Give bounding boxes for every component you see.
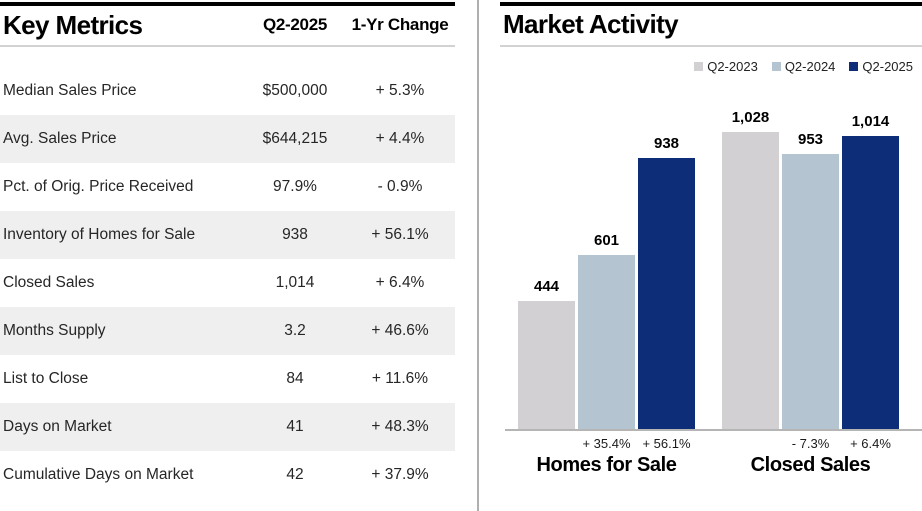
bar-value-label: 938 [653, 135, 680, 152]
bar-value-label: 1,028 [731, 109, 770, 126]
key-metrics-header: Key Metrics Q2-2025 1-Yr Change [0, 6, 455, 44]
metric-row: Pct. of Orig. Price Received 97.9% - 0.9% [0, 163, 455, 211]
metric-row: Cumulative Days on Market 42 + 37.9% [0, 451, 455, 499]
bar-q2-2025 [638, 158, 695, 429]
metric-change: + 11.6% [371, 370, 429, 387]
metric-value: 41 [286, 418, 304, 435]
metric-label: Days on Market [3, 418, 112, 435]
legend-swatch [694, 62, 704, 71]
bar-value-label: 953 [797, 131, 824, 148]
metric-row: Closed Sales 1,014 + 6.4% [0, 259, 455, 307]
metric-change: + 6.4% [375, 274, 425, 291]
legend-label: Q2-2023 [707, 59, 758, 74]
metric-value: 938 [282, 226, 308, 243]
bar-q2-2023 [722, 132, 779, 429]
legend-item: Q2-2023 [694, 59, 758, 74]
metric-change: + 46.6% [371, 322, 429, 339]
metric-change: + 48.3% [371, 418, 429, 435]
key-metrics-top-border [0, 2, 455, 6]
metric-change: + 37.9% [371, 466, 429, 483]
panel-divider [477, 0, 479, 511]
legend-swatch [849, 62, 859, 71]
bar-q2-2024 [782, 154, 839, 429]
legend-item: Q2-2025 [849, 59, 913, 74]
metric-label: List to Close [3, 370, 89, 387]
metric-value: 42 [286, 466, 304, 483]
bar-value-label: 601 [593, 232, 620, 249]
metric-label: Cumulative Days on Market [3, 466, 194, 483]
metric-value: 97.9% [273, 178, 317, 195]
metric-value: 84 [286, 370, 304, 387]
market-activity-header-rule [500, 45, 922, 47]
legend-item: Q2-2024 [771, 59, 836, 74]
bar-pct-change-label: + 6.4% [850, 436, 891, 451]
legend-label: Q2-2024 [784, 59, 836, 74]
metric-row: Inventory of Homes for Sale 938 + 56.1% [0, 211, 455, 259]
metric-label: Months Supply [3, 322, 106, 339]
metric-row: Months Supply 3.2 + 46.6% [0, 307, 455, 355]
key-metrics-title-wrap: Key Metrics [0, 10, 240, 41]
category-label: Homes for Sale [536, 454, 677, 476]
metric-change: + 5.3% [375, 82, 425, 99]
metric-label: Inventory of Homes for Sale [3, 226, 196, 243]
metric-value: $644,215 [262, 130, 328, 147]
x-axis-line [505, 429, 922, 431]
metric-value: $500,000 [262, 82, 328, 99]
market-activity-bar-chart: 444 601 + 35.4% 938 + 56.1% Homes for Sale 1,0… [500, 0, 922, 511]
metric-label: Avg. Sales Price [3, 130, 117, 147]
metric-row: Avg. Sales Price $644,215 + 4.4% [0, 115, 455, 163]
column-header-1yr-change: 1-Yr Change [351, 15, 449, 34]
key-metrics-table: Median Sales Price $500,000 + 5.3% Avg. Sal… [0, 67, 455, 499]
key-metrics-title: Key Metrics [3, 9, 143, 40]
metric-row: Median Sales Price $500,000 + 5.3% [0, 67, 455, 115]
metric-change: - 0.9% [377, 178, 423, 195]
key-metrics-header-rule [0, 45, 455, 47]
bar-value-label: 1,014 [851, 113, 890, 130]
market-activity-top-border [500, 2, 922, 6]
legend-swatch [771, 62, 781, 71]
metric-row: Days on Market 41 + 48.3% [0, 403, 455, 451]
metric-change: + 4.4% [375, 130, 425, 147]
metric-label: Median Sales Price [3, 82, 137, 99]
key-metrics-panel: Key Metrics Q2-2025 1-Yr Change Median S… [0, 0, 455, 511]
bar-pct-change-label: + 35.4% [582, 436, 631, 451]
bar-value-label: 444 [533, 278, 560, 295]
bar-q2-2025 [842, 136, 899, 429]
bar-q2-2024 [578, 255, 635, 429]
metric-label: Closed Sales [3, 274, 95, 291]
metric-label: Pct. of Orig. Price Received [3, 178, 194, 195]
metric-value: 3.2 [284, 322, 306, 339]
metric-change: + 56.1% [371, 226, 429, 243]
market-activity-title: Market Activity [503, 9, 679, 39]
bar-pct-change-label: + 56.1% [642, 436, 691, 451]
legend-label: Q2-2025 [862, 59, 913, 74]
chart-legend: Q2-2023 Q2-2024 Q2-2025 [694, 59, 913, 74]
category-label: Closed Sales [750, 454, 871, 476]
metric-value: 1,014 [275, 274, 315, 291]
bar-q2-2023 [518, 301, 575, 429]
metric-row: List to Close 84 + 11.6% [0, 355, 455, 403]
market-activity-panel: Market Activity Q2-2023 Q2-2024 Q2-2025 44… [500, 0, 922, 511]
column-header-quarter: Q2-2025 [262, 15, 328, 34]
bar-pct-change-label: - 7.3% [791, 436, 830, 451]
